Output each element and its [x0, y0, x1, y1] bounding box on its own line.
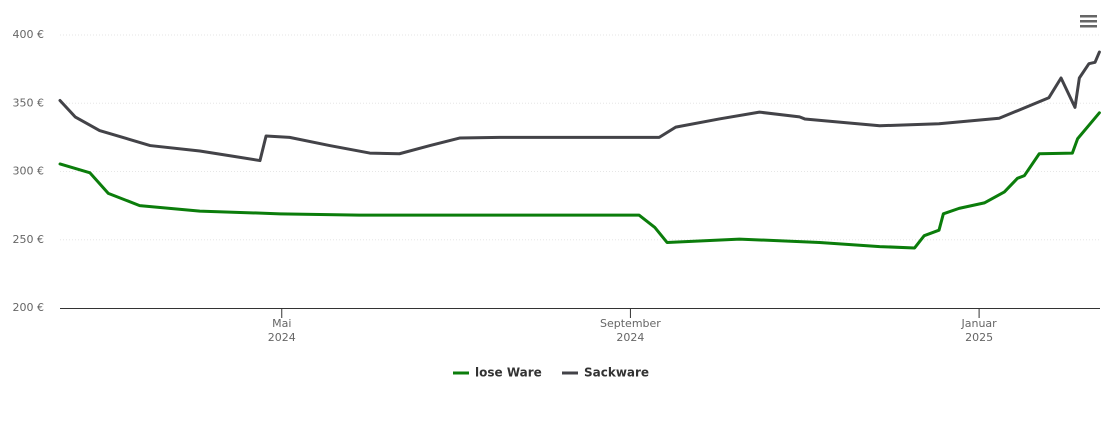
- menu-icon[interactable]: [1080, 15, 1097, 28]
- y-tick-label: 250 €: [13, 233, 45, 246]
- menu-bar: [1080, 15, 1097, 18]
- legend-item[interactable]: Sackware: [562, 366, 649, 380]
- y-tick-label: 350 €: [13, 96, 45, 109]
- legend-label: Sackware: [584, 366, 649, 380]
- line-series: [58, 50, 1101, 163]
- y-tick-label: 200 €: [13, 301, 45, 314]
- legend-label: lose Ware: [475, 366, 542, 380]
- x-tick-label: Januar 2025: [961, 317, 997, 344]
- x-tick-label: September 2024: [600, 317, 661, 344]
- menu-bar: [1080, 25, 1097, 28]
- y-tick-label: 300 €: [13, 165, 45, 178]
- y-tick-label: 400 €: [13, 28, 45, 41]
- x-tick-label: Mai 2024: [267, 317, 296, 344]
- legend-item[interactable]: lose Ware: [453, 366, 542, 380]
- menu-bar: [1080, 20, 1097, 23]
- line-series: [58, 111, 1101, 250]
